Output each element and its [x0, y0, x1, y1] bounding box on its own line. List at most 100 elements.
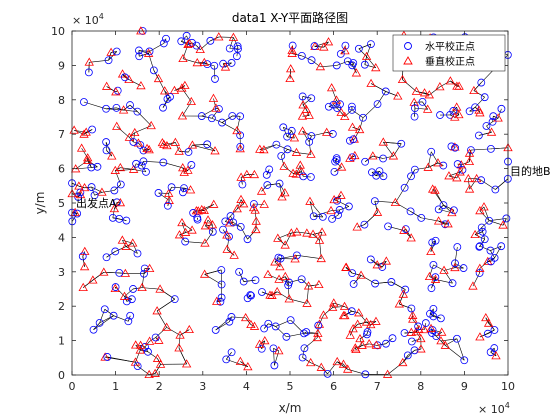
- path-segment: [302, 131, 310, 143]
- vertical-correction-point: [297, 111, 308, 120]
- vertical-correction-point: [336, 107, 346, 116]
- path-segment: [87, 160, 92, 168]
- vertical-correction-point: [329, 194, 339, 204]
- horizontal-correction-point: [139, 157, 148, 166]
- path-segment: [494, 246, 502, 259]
- horizontal-correction-point: [459, 264, 468, 272]
- horizontal-correction-point: [283, 132, 292, 141]
- horizontal-correction-point: [197, 112, 206, 120]
- vertical-correction-point: [286, 228, 297, 237]
- path-segment: [383, 141, 394, 157]
- horizontal-correction-point: [477, 223, 486, 232]
- vertical-correction-point: [222, 230, 232, 239]
- horizontal-correction-point: [154, 189, 163, 197]
- horizontal-correction-point: [497, 104, 506, 113]
- horizontal-correction-point: [360, 220, 369, 229]
- path-segment: [383, 155, 394, 159]
- path-segment: [133, 169, 147, 173]
- horizontal-correction-point: [133, 362, 142, 371]
- vertical-correction-point: [236, 172, 246, 181]
- vertical-correction-point: [444, 171, 454, 180]
- path-segment: [352, 126, 360, 130]
- vertical-correction-point: [440, 340, 451, 349]
- path-segment: [343, 310, 352, 317]
- x-tick-label: 0: [69, 380, 76, 393]
- path-segment: [454, 263, 464, 269]
- horizontal-correction-point: [109, 311, 118, 320]
- horizontal-correction-point: [381, 87, 390, 96]
- path-segment: [364, 212, 378, 225]
- horizontal-correction-point: [436, 111, 444, 119]
- vertical-correction-point: [224, 218, 235, 227]
- path-segment: [482, 231, 486, 240]
- horizontal-correction-point: [307, 56, 316, 65]
- horizontal-correction-point: [159, 158, 168, 167]
- path-segment: [391, 281, 406, 290]
- vertical-correction-point: [81, 127, 91, 136]
- path-segment: [179, 150, 189, 153]
- vertical-correction-point: [406, 327, 417, 336]
- horizontal-correction-point: [181, 237, 190, 246]
- vertical-correction-point: [186, 96, 196, 106]
- vertical-correction-point: [351, 344, 361, 354]
- path-segment: [273, 348, 275, 366]
- horizontal-correction-point: [485, 216, 494, 225]
- legend-label-horizontal: 水平校正点: [425, 40, 475, 53]
- path-segment: [410, 211, 422, 219]
- vertical-correction-point: [184, 324, 194, 334]
- vertical-correction-point: [235, 144, 245, 153]
- path-segment: [276, 144, 288, 150]
- vertical-correction-point: [399, 225, 409, 234]
- horizontal-correction-point: [225, 317, 234, 326]
- path-segment: [143, 268, 146, 274]
- vertical-correction-point: [304, 110, 314, 119]
- vertical-correction-point: [97, 187, 107, 196]
- horizontal-correction-point: [76, 188, 85, 197]
- vertical-correction-point: [456, 160, 466, 169]
- vertical-correction-point: [120, 268, 131, 277]
- path-segment: [125, 246, 138, 254]
- x-tick-label: 1: [112, 380, 119, 393]
- path-segment: [221, 122, 238, 132]
- horizontal-correction-point: [361, 157, 370, 166]
- horizontal-correction-point: [208, 227, 217, 236]
- vertical-correction-point: [144, 369, 154, 379]
- horizontal-correction-point: [272, 140, 281, 149]
- path-segment: [278, 257, 281, 259]
- horizontal-correction-point: [236, 142, 245, 151]
- path-segment: [93, 315, 114, 330]
- vertical-correction-point: [270, 257, 280, 266]
- vertical-correction-point: [398, 289, 409, 298]
- path-segment: [72, 213, 78, 222]
- horizontal-correction-point: [206, 36, 215, 45]
- x-tick-label: 10: [501, 380, 515, 393]
- vertical-correction-point: [254, 339, 265, 348]
- horizontal-correction-point: [262, 170, 271, 179]
- horizontal-correction-point: [126, 101, 134, 109]
- vertical-correction-point: [236, 194, 246, 203]
- path-segment: [282, 127, 288, 137]
- horizontal-correction-point: [453, 243, 462, 251]
- horizontal-correction-point: [344, 202, 353, 211]
- chart-title: data1 X-Y平面路径图: [232, 10, 348, 25]
- series-layer: [67, 26, 513, 379]
- horizontal-correction-point: [122, 216, 131, 225]
- horizontal-correction-point: [110, 186, 119, 195]
- vertical-correction-point: [481, 312, 491, 322]
- path-segment: [336, 107, 342, 113]
- horizontal-correction-point: [102, 253, 111, 262]
- horizontal-correction-point: [112, 103, 121, 112]
- horizontal-correction-point: [407, 172, 415, 181]
- path-segment: [166, 327, 181, 336]
- x-tick-label: 7: [374, 380, 381, 393]
- path-segment: [492, 116, 494, 122]
- horizontal-correction-point: [429, 304, 438, 313]
- vertical-correction-point: [354, 308, 364, 317]
- horizontal-correction-point: [432, 332, 441, 341]
- horizontal-correction-point: [300, 329, 308, 338]
- horizontal-correction-point: [137, 161, 146, 170]
- path-segment: [229, 222, 241, 228]
- vertical-correction-point: [408, 310, 418, 319]
- vertical-correction-point: [329, 298, 339, 307]
- vertical-correction-point: [285, 73, 295, 83]
